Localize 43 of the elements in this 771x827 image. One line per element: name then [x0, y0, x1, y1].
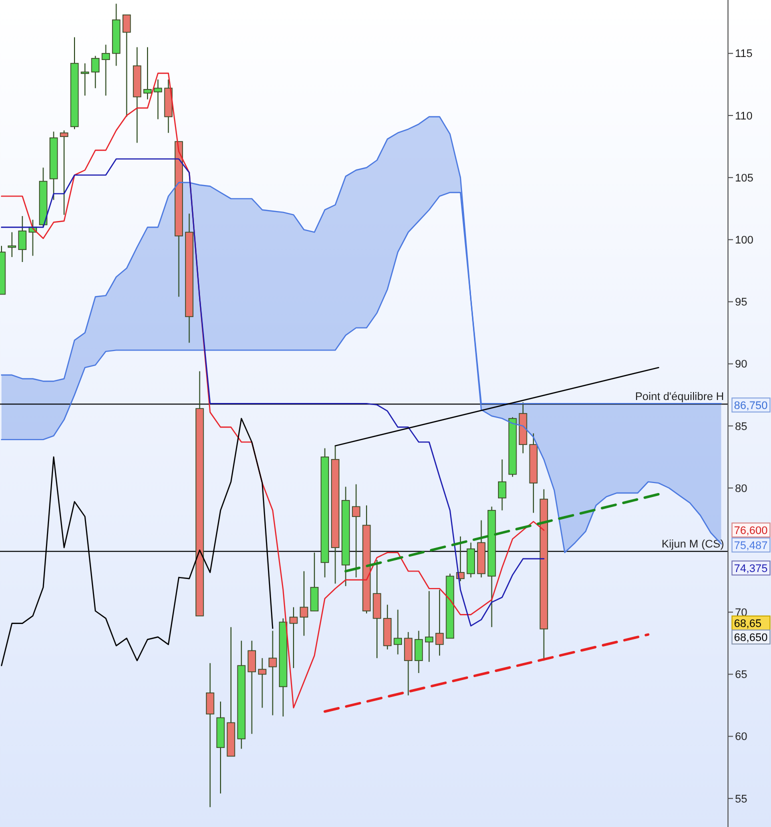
line-series — [0, 158, 544, 626]
text: 68,650 — [734, 632, 768, 644]
candlestick — [122, 14, 131, 118]
candlestick — [60, 130, 68, 216]
candlestick — [91, 55, 100, 89]
candlestick — [435, 589, 444, 656]
candlestick — [310, 552, 319, 612]
y-tick-label: 100 — [735, 234, 754, 247]
candlestick — [414, 630, 423, 674]
y-tick-label: 95 — [735, 296, 748, 309]
y-tick-label: 65 — [735, 669, 748, 682]
candlestick — [300, 570, 308, 636]
text: 74,375 — [734, 562, 768, 575]
y-tick-label: 60 — [735, 731, 748, 744]
y-tick-label: 85 — [735, 420, 748, 433]
candlestick — [289, 606, 298, 669]
candlestick — [404, 632, 412, 696]
candlestick — [424, 590, 434, 662]
ref-line-label: Point d'équilibre H — [635, 391, 724, 404]
candlestick — [18, 216, 27, 263]
candlestick — [268, 630, 277, 716]
candlestick — [352, 484, 360, 578]
candlestick — [248, 640, 256, 734]
candlestick — [394, 609, 402, 655]
y-tick-label: 115 — [735, 48, 753, 60]
y-tick-label: 55 — [735, 793, 748, 806]
y-tick-label: 80 — [735, 482, 748, 495]
candlestick — [102, 44, 110, 96]
candlestick — [154, 78, 162, 120]
y-tick-label: 90 — [735, 358, 748, 371]
text: 68,65 — [734, 618, 762, 630]
y-tick-label: 105 — [735, 172, 754, 184]
candlestick — [258, 658, 266, 708]
ref-line-label: Kijun M (CS) — [662, 538, 724, 550]
y-tick-label: 110 — [735, 110, 753, 122]
text: 75,487 — [734, 540, 768, 552]
candlestick — [206, 662, 214, 808]
text: 86,750 — [734, 400, 768, 412]
candlestick — [80, 62, 90, 96]
candlestick — [8, 232, 16, 258]
candlestick — [498, 458, 506, 511]
candlestick — [143, 46, 152, 100]
text: 76,600 — [734, 524, 768, 537]
